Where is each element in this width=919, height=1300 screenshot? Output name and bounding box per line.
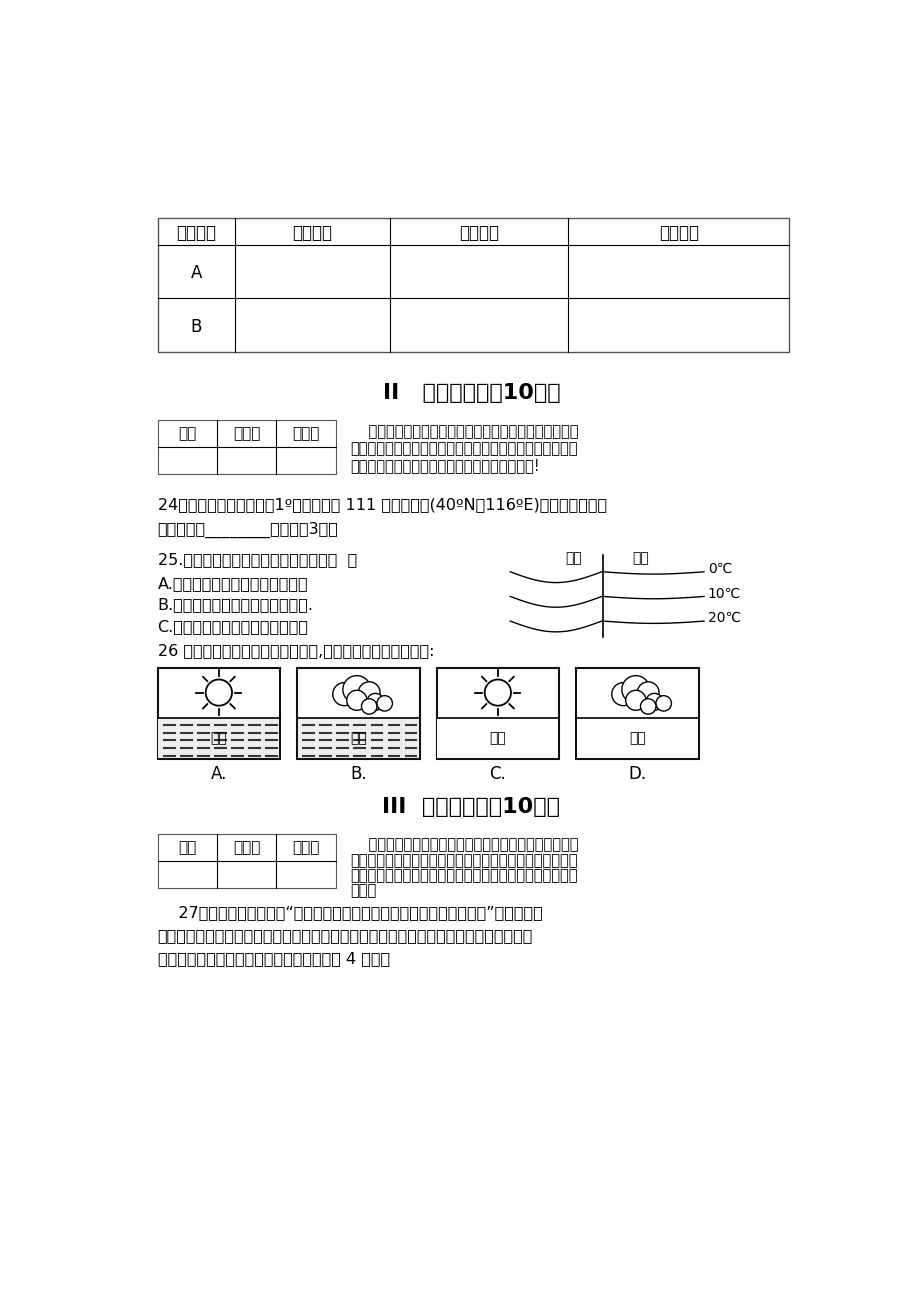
Text: 气候类型: 气候类型 — [176, 224, 216, 242]
Bar — [575, 668, 698, 759]
Text: 分布地区: 分布地区 — [459, 224, 499, 242]
Text: 25.有关右图等温线图的叙述正确的是（  ）: 25.有关右图等温线图的叙述正确的是（ ） — [157, 552, 357, 568]
Circle shape — [625, 690, 645, 710]
Text: 24、同一经线上纬度相差1º，距离约为 111 千米。北京(40ºN，116ºE)到北极点的直线: 24、同一经线上纬度相差1º，距离约为 111 千米。北京(40ºN，116ºE… — [157, 497, 607, 512]
Text: 得分: 得分 — [178, 840, 197, 855]
Text: C.: C. — [489, 766, 505, 783]
Text: A.该图反映的是七月份的气温分布: A.该图反映的是七月份的气温分布 — [157, 576, 308, 590]
Circle shape — [206, 680, 232, 706]
Text: III  活动探究（內10分）: III 活动探究（內10分） — [382, 797, 560, 818]
Text: 问题时，请你想一想，你应从哪几个影响河流流量的自然因素来帮助他分析其成因。（只: 问题时，请你想一想，你应从哪几个影响河流流量的自然因素来帮助他分析其成因。（只 — [157, 928, 532, 944]
Bar — [437, 718, 558, 758]
Text: 评卷人: 评卷人 — [233, 840, 260, 855]
Text: 海洋: 海洋 — [631, 551, 648, 566]
Text: 复评人: 复评人 — [292, 840, 320, 855]
Text: 的手、口、眼、脑，勇敬地去发现问题、提出问题、分析问: 的手、口、眼、脑，勇敬地去发现问题、提出问题、分析问 — [349, 441, 577, 456]
Text: A.: A. — [210, 766, 227, 783]
Circle shape — [645, 693, 663, 710]
Text: C.该图反映的是南半球的气温分布: C.该图反映的是南半球的气温分布 — [157, 619, 308, 634]
Text: 题、解答问题。亲爱的同学，相信自己，你能行!: 题、解答问题。亲爱的同学，相信自己，你能行! — [349, 458, 539, 473]
Text: B: B — [190, 318, 202, 335]
Circle shape — [484, 680, 510, 706]
Text: 海洋: 海洋 — [210, 732, 227, 745]
Text: 0℃: 0℃ — [707, 562, 732, 576]
Bar — [437, 718, 558, 758]
Circle shape — [346, 690, 367, 710]
Text: 20℃: 20℃ — [707, 611, 740, 625]
Text: 需答出主要影响因素，不必作分析。本小题 4 分。）: 需答出主要影响因素，不必作分析。本小题 4 分。） — [157, 952, 390, 966]
Bar — [157, 420, 335, 474]
Bar — [576, 718, 697, 758]
Text: B.该图反映的是一月份的气温分布.: B.该图反映的是一月份的气温分布. — [157, 597, 313, 612]
Text: 评卷人: 评卷人 — [233, 426, 260, 441]
Circle shape — [621, 676, 649, 703]
Text: A: A — [190, 264, 202, 282]
Bar — [158, 718, 279, 758]
Text: D.: D. — [628, 766, 646, 783]
Text: 气候特征: 气候特征 — [658, 224, 698, 242]
Circle shape — [377, 696, 392, 711]
Bar — [298, 718, 418, 758]
Circle shape — [333, 682, 356, 706]
Circle shape — [358, 681, 380, 703]
Text: 于你。: 于你。 — [349, 884, 376, 898]
Circle shape — [655, 696, 671, 711]
Text: 得分: 得分 — [178, 426, 197, 441]
Bar — [437, 668, 559, 759]
Text: B.: B. — [349, 766, 367, 783]
Bar — [157, 668, 279, 759]
Text: 你无需紧张。快快打开智慧的大门，挑战自我，异想天开，: 你无需紧张。快快打开智慧的大门，挑战自我，异想天开， — [349, 853, 577, 868]
Bar — [576, 718, 697, 758]
Circle shape — [361, 698, 377, 714]
Circle shape — [343, 676, 370, 703]
Text: 陆地: 陆地 — [565, 551, 582, 566]
Text: 尽情地酨游吧。亲爱的同学，胜利在向你招手，成功一定属: 尽情地酨游吧。亲爱的同学，胜利在向你招手，成功一定属 — [349, 868, 577, 883]
Bar — [157, 835, 335, 888]
Text: 26 下列四幅图是同纬度的四个地区,其中气温日较差最小的是:: 26 下列四幅图是同纬度的四个地区,其中气温日较差最小的是: — [157, 644, 434, 658]
Text: 27、当某同学向你请教“亚马孙河为什么是世界上流量最丰富的河流？”这样的地理: 27、当某同学向你请教“亚马孙河为什么是世界上流量最丰富的河流？”这样的地理 — [157, 905, 542, 920]
Circle shape — [611, 682, 634, 706]
Text: 下列各小题是针对地理学习能力的考查。请充分调动你: 下列各小题是针对地理学习能力的考查。请充分调动你 — [349, 424, 578, 439]
Text: 距离大约为________千米。（3分）: 距离大约为________千米。（3分） — [157, 521, 338, 538]
Text: 陆地: 陆地 — [629, 732, 645, 745]
Text: 下列各小题是针对探究能力的考查。这里是你的天空，: 下列各小题是针对探究能力的考查。这里是你的天空， — [349, 837, 578, 853]
Bar — [157, 217, 789, 352]
Circle shape — [367, 693, 383, 710]
Text: 复评人: 复评人 — [292, 426, 320, 441]
Text: 分布规律: 分布规律 — [292, 224, 333, 242]
Text: II   能力拓展（內10分）: II 能力拓展（內10分） — [382, 384, 560, 403]
Text: 陆地: 陆地 — [489, 732, 505, 745]
Text: 10℃: 10℃ — [707, 586, 741, 601]
Text: 海洋: 海洋 — [349, 732, 367, 745]
Bar — [297, 668, 419, 759]
Circle shape — [637, 681, 658, 703]
Circle shape — [640, 698, 655, 714]
